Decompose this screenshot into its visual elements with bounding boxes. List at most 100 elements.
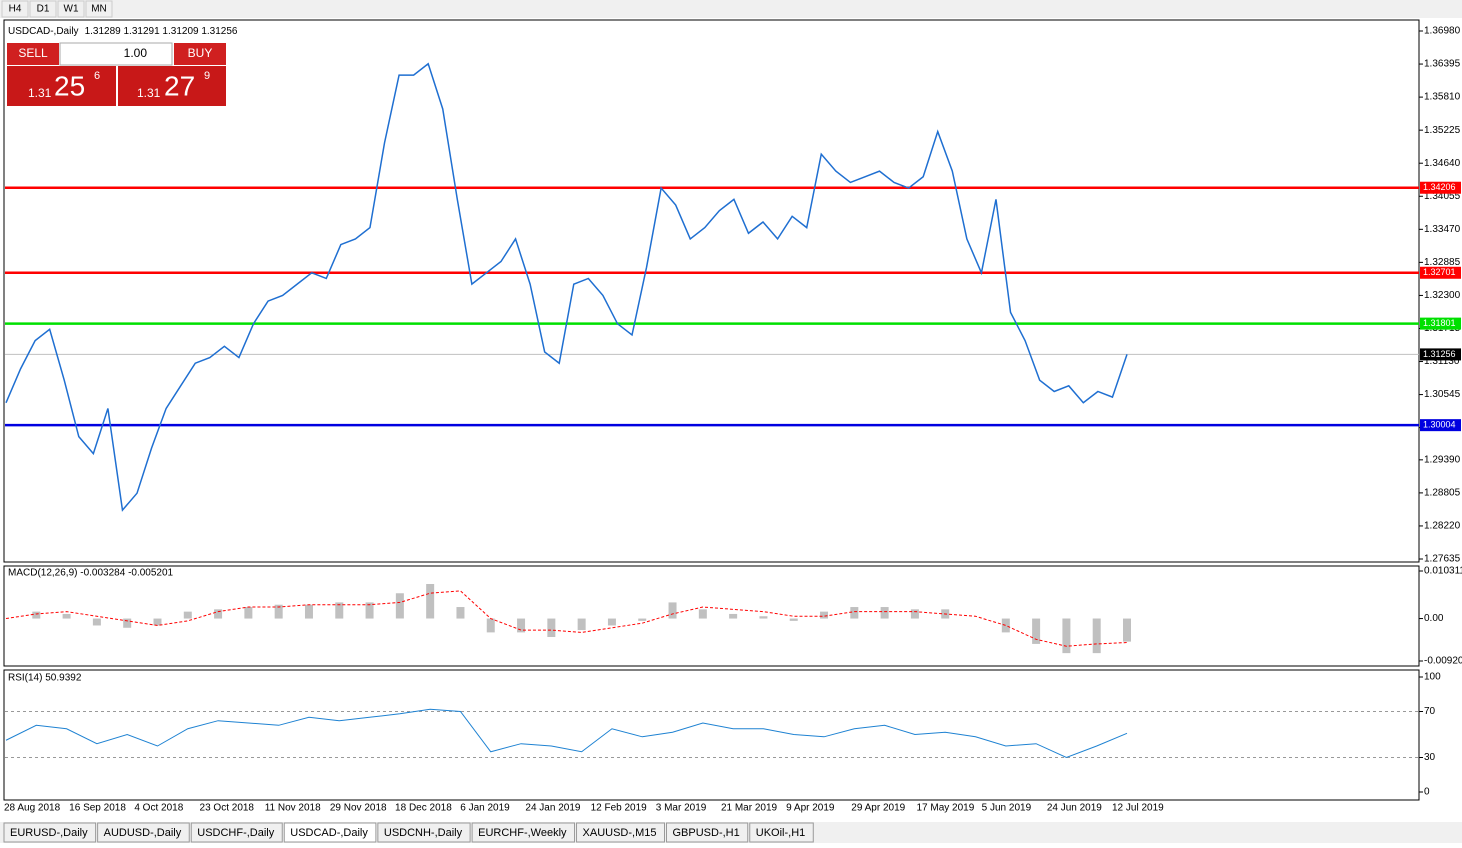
- symbol-tab[interactable]: [190, 822, 283, 843]
- rsi-pane: [3, 669, 1420, 801]
- macd-pane: [3, 565, 1420, 667]
- level-tag: [1420, 348, 1461, 361]
- y-tick-label: 1.28805: [1424, 488, 1461, 499]
- symbol-tab-label: USDCAD-,Daily: [290, 827, 368, 839]
- x-tick-label: 6 Jan 2019: [460, 803, 510, 814]
- y-tick-label: 1.29390: [1424, 454, 1461, 465]
- level-tag: [1420, 266, 1461, 279]
- symbol-tab[interactable]: [3, 822, 97, 843]
- buy-big: 1.31: [137, 86, 161, 100]
- x-tick-label: 12 Jul 2019: [1112, 803, 1164, 814]
- x-tick-label: 29 Apr 2019: [851, 803, 905, 814]
- symbol-tab[interactable]: [471, 822, 576, 843]
- x-tick-label: 28 Aug 2018: [4, 803, 61, 814]
- symbol-title: USDCAD-,Daily 1.31289 1.31291 1.31209 1.3…: [8, 26, 238, 37]
- timeframe-label: MN: [91, 4, 107, 15]
- buy-pip: 9: [204, 70, 210, 82]
- symbol-tab[interactable]: [576, 822, 665, 843]
- y-tick-label: 1.35225: [1424, 125, 1461, 136]
- y-tick-label: 1.27635: [1424, 554, 1461, 565]
- main-pane: [3, 19, 1420, 563]
- timeframe-tab[interactable]: [57, 0, 85, 18]
- x-tick-label: 18 Dec 2018: [395, 803, 452, 814]
- y-tick-label: 1.36980: [1424, 26, 1461, 37]
- y-tick-label: 1.32300: [1424, 290, 1461, 301]
- trade-panel: SELL 1.00 BUY 1.31 25 6 1.31 27 9: [7, 42, 226, 106]
- y-tick-label: 0.010311: [1424, 566, 1462, 577]
- level-label: 1.32701: [1423, 267, 1456, 277]
- y-tick-label: 1.35810: [1424, 92, 1461, 103]
- symbol-tab-label: GBPUSD-,H1: [673, 827, 740, 839]
- symbol: USDCAD-,Daily: [8, 26, 79, 37]
- y-tick-label: 1.36395: [1424, 59, 1461, 70]
- x-tick-label: 29 Nov 2018: [330, 803, 387, 814]
- x-tick-label: 24 Jan 2019: [525, 803, 580, 814]
- y-tick-label: 1.30545: [1424, 389, 1461, 400]
- symbol-tab-label: USDCNH-,Daily: [384, 827, 463, 839]
- sell-pip: 6: [94, 70, 100, 82]
- y-tick-label: 100: [1424, 672, 1441, 683]
- rsi-line: [5, 708, 1128, 759]
- timeframe-tab[interactable]: [1, 0, 29, 18]
- timeframe-label: D1: [37, 4, 50, 15]
- ohlc: 1.31289 1.31291 1.31209 1.31256: [85, 26, 238, 37]
- symbol-tab-label: EURUSD-,Daily: [10, 827, 88, 839]
- buy-label: BUY: [188, 46, 213, 60]
- symbol-tab[interactable]: [377, 822, 471, 843]
- sell-label: SELL: [18, 46, 48, 60]
- symbol-tab-label: EURCHF-,Weekly: [478, 827, 567, 839]
- y-tick-label: 1.34640: [1424, 158, 1461, 169]
- y-tick-label: 1.34055: [1424, 191, 1461, 202]
- y-tick-label: 0.00: [1424, 613, 1444, 624]
- rsi-title: RSI(14) 50.9392: [8, 673, 82, 684]
- macd-signal: [5, 590, 1128, 647]
- timeframe-tab[interactable]: [85, 0, 113, 18]
- sell-digits: 25: [54, 70, 85, 101]
- x-tick-label: 23 Oct 2018: [200, 803, 255, 814]
- y-tick-label: 1.28220: [1424, 521, 1461, 532]
- symbol-tab[interactable]: [666, 822, 749, 843]
- y-tick-label: 1.33470: [1424, 224, 1461, 235]
- level-label: 1.34206: [1423, 182, 1456, 192]
- macd-title: MACD(12,26,9) -0.003284 -0.005201: [8, 568, 174, 579]
- buy-price[interactable]: [118, 66, 226, 106]
- y-tick-label: 70: [1424, 706, 1436, 717]
- y-tick-label: 1.32885: [1424, 257, 1461, 268]
- symbol-tab[interactable]: [283, 822, 377, 843]
- y-tick-label: 0: [1424, 787, 1430, 798]
- x-tick-label: 5 Jun 2019: [982, 803, 1032, 814]
- lot-input[interactable]: [59, 42, 173, 66]
- timeframe-tab[interactable]: [29, 0, 57, 18]
- timeframe-label: H4: [9, 4, 22, 15]
- x-tick-label: 11 Nov 2018: [265, 803, 321, 814]
- toolbar: [0, 0, 1462, 18]
- buy-button[interactable]: [174, 43, 226, 65]
- price-line: [5, 62, 1128, 512]
- x-tick-label: 16 Sep 2018: [69, 803, 126, 814]
- x-tick-label: 9 Apr 2019: [786, 803, 835, 814]
- level-tag: [1420, 181, 1461, 194]
- level-label: 1.31801: [1423, 318, 1456, 328]
- buy-digits: 27: [164, 70, 195, 101]
- lot-value: 1.00: [124, 46, 148, 60]
- symbol-tab-label: XAUUSD-,M15: [583, 827, 657, 839]
- timeframe-label: W1: [64, 4, 79, 15]
- symbol-tab-label: AUDUSD-,Daily: [104, 827, 182, 839]
- x-tick-label: 4 Oct 2018: [134, 803, 183, 814]
- x-tick-label: 21 Mar 2019: [721, 803, 778, 814]
- symbol-tab[interactable]: [97, 822, 190, 843]
- symbol-tab[interactable]: [749, 822, 814, 843]
- sell-price[interactable]: [7, 66, 116, 106]
- x-tick-label: 17 May 2019: [916, 803, 974, 814]
- sell-button[interactable]: [7, 43, 59, 65]
- level-tag: [1420, 317, 1461, 330]
- x-tick-label: 12 Feb 2019: [591, 803, 648, 814]
- level-label: 1.30004: [1423, 420, 1456, 430]
- sell-big: 1.31: [28, 86, 52, 100]
- x-tick-label: 24 Jun 2019: [1047, 803, 1102, 814]
- x-tick-label: 3 Mar 2019: [656, 803, 707, 814]
- level-tag: [1420, 419, 1461, 432]
- symbol-tab-label: USDCHF-,Daily: [197, 827, 275, 839]
- symbol-tab-label: UKOil-,H1: [756, 827, 806, 839]
